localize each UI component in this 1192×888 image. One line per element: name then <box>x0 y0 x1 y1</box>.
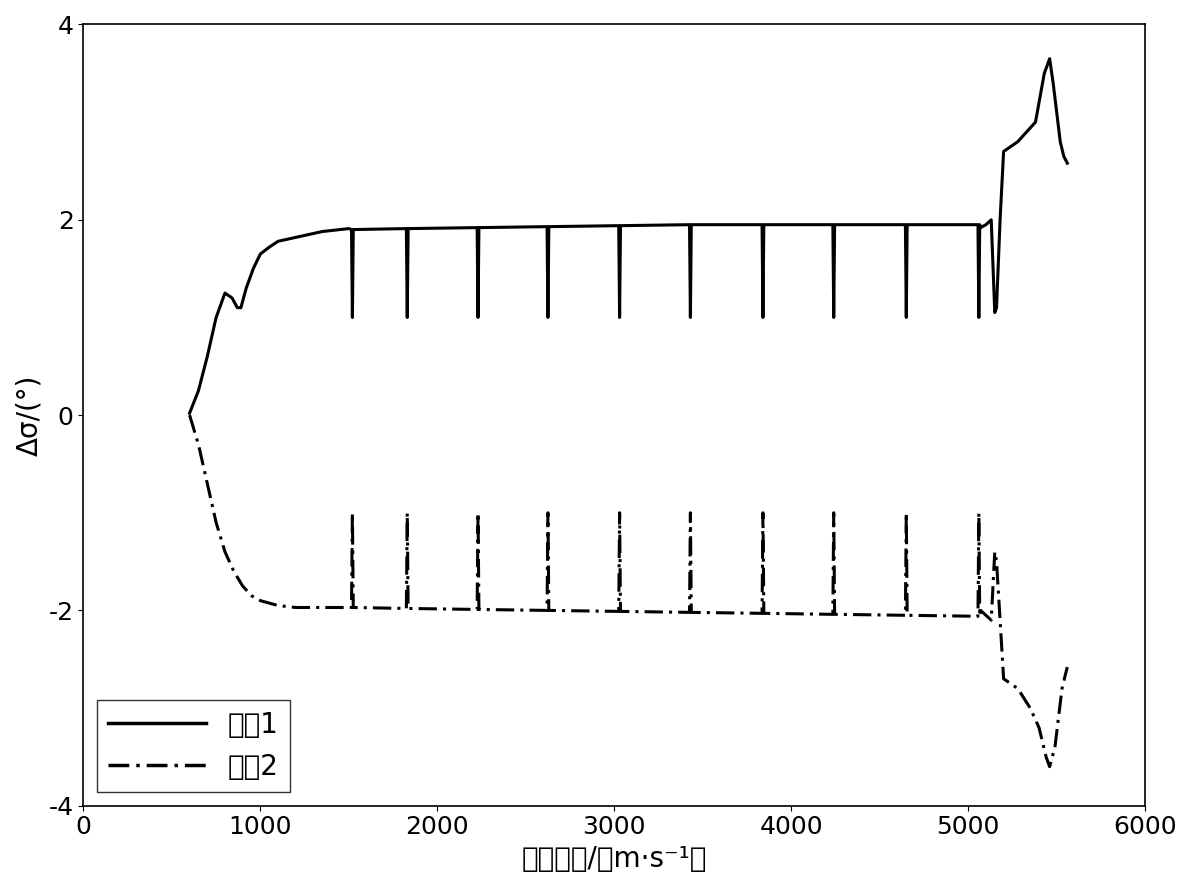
案例1 <box>900 219 914 230</box>
案例1 <box>1056 151 1070 162</box>
案例2 <box>344 602 359 613</box>
案例1 <box>1060 158 1074 169</box>
X-axis label: 进入速度/（m·s⁻¹）: 进入速度/（m·s⁻¹） <box>522 845 707 873</box>
案例1 <box>182 408 197 418</box>
案例1 <box>346 225 360 235</box>
案例2 <box>1060 662 1074 672</box>
案例2 <box>755 608 769 619</box>
案例2 <box>826 507 840 518</box>
案例1 <box>1043 53 1057 64</box>
案例2 <box>471 507 485 518</box>
案例1 <box>611 220 626 231</box>
案例1 <box>344 225 359 235</box>
Line: 案例2: 案例2 <box>190 415 1067 766</box>
Legend: 案例1, 案例2: 案例1, 案例2 <box>98 700 290 792</box>
Line: 案例1: 案例1 <box>190 59 1067 413</box>
案例1 <box>614 220 628 231</box>
案例2 <box>1043 761 1057 772</box>
案例2 <box>182 409 197 420</box>
案例2 <box>333 602 347 613</box>
案例2 <box>1023 702 1037 713</box>
Y-axis label: Δσ/(°): Δσ/(°) <box>15 375 43 456</box>
